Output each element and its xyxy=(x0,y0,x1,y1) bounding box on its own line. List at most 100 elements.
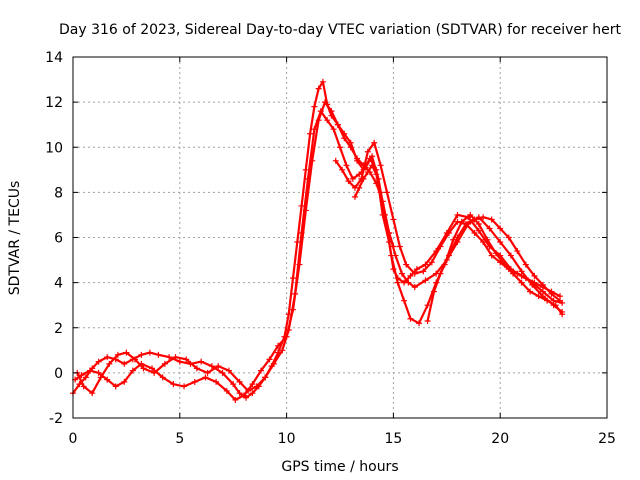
data-point xyxy=(121,360,128,367)
data-point xyxy=(411,284,418,291)
data-point xyxy=(249,381,256,388)
y-tick-label: 4 xyxy=(54,276,63,292)
y-tick-label: 6 xyxy=(54,231,63,247)
data-point xyxy=(95,369,102,376)
data-point xyxy=(87,367,94,374)
data-point xyxy=(388,252,395,259)
data-point xyxy=(544,297,551,304)
series-group xyxy=(70,78,566,403)
data-point xyxy=(170,381,177,388)
grid-lines xyxy=(73,57,607,418)
data-point xyxy=(437,270,444,277)
data-point xyxy=(232,396,239,403)
data-point xyxy=(401,297,408,304)
data-point xyxy=(471,229,478,236)
data-point xyxy=(492,250,499,257)
data-point xyxy=(317,108,324,115)
data-point xyxy=(334,121,341,128)
data-point xyxy=(129,367,136,374)
data-point xyxy=(240,392,247,399)
data-point xyxy=(302,166,309,173)
data-point xyxy=(257,367,264,374)
data-point xyxy=(377,162,384,169)
data-point xyxy=(97,374,104,381)
x-tick-label: 10 xyxy=(278,431,296,447)
data-point xyxy=(548,290,555,297)
data-point xyxy=(236,378,243,385)
data-point xyxy=(390,243,397,250)
data-point xyxy=(390,216,397,223)
data-point xyxy=(341,135,348,142)
data-point xyxy=(80,383,87,390)
data-point xyxy=(445,229,452,236)
y-tick-label: 8 xyxy=(54,185,63,201)
chart-title: Day 316 of 2023, Sidereal Day-to-day VTE… xyxy=(59,22,621,38)
data-point xyxy=(262,374,269,381)
data-point xyxy=(539,281,546,288)
data-point xyxy=(514,248,521,255)
data-point xyxy=(89,390,96,397)
data-point xyxy=(480,239,487,246)
data-point xyxy=(270,360,277,367)
data-point xyxy=(356,171,363,178)
data-point xyxy=(364,169,371,176)
data-point xyxy=(112,383,119,390)
data-point xyxy=(275,342,282,349)
data-point xyxy=(294,239,301,246)
data-point xyxy=(557,297,564,304)
data-point xyxy=(354,155,361,162)
data-point xyxy=(349,175,356,182)
data-point xyxy=(215,363,222,370)
data-point xyxy=(304,175,311,182)
data-point xyxy=(223,387,230,394)
data-point xyxy=(298,202,305,209)
data-point xyxy=(345,178,352,185)
data-point xyxy=(347,144,354,151)
data-point xyxy=(369,162,376,169)
data-point xyxy=(422,261,429,268)
data-point xyxy=(398,270,405,277)
data-point xyxy=(514,270,521,277)
y-tick-label: -2 xyxy=(49,411,63,427)
data-point xyxy=(522,275,529,282)
data-point xyxy=(330,126,337,133)
data-point xyxy=(407,315,414,322)
data-point xyxy=(475,220,482,227)
data-point xyxy=(497,239,504,246)
data-point xyxy=(360,175,367,182)
y-tick-label: 2 xyxy=(54,321,63,337)
data-point xyxy=(319,78,326,85)
data-point xyxy=(531,272,538,279)
data-point xyxy=(290,275,297,282)
data-point xyxy=(146,349,153,356)
data-point xyxy=(181,383,188,390)
data-point xyxy=(535,293,542,300)
y-tick-label: 12 xyxy=(45,95,63,111)
data-point xyxy=(213,378,220,385)
data-point xyxy=(114,351,121,358)
data-point xyxy=(236,390,243,397)
y-tick-label: 0 xyxy=(54,366,63,382)
data-point xyxy=(202,374,209,381)
data-point xyxy=(405,279,412,286)
data-point xyxy=(454,211,461,218)
data-point xyxy=(307,130,314,137)
data-point xyxy=(518,279,525,286)
data-point xyxy=(324,117,331,124)
data-point xyxy=(249,390,256,397)
data-point xyxy=(266,356,273,363)
data-point xyxy=(518,268,525,275)
data-point xyxy=(413,266,420,273)
series-line xyxy=(334,141,562,298)
data-point xyxy=(161,360,168,367)
data-point xyxy=(488,216,495,223)
data-point xyxy=(396,243,403,250)
data-point xyxy=(420,268,427,275)
data-point xyxy=(507,252,514,259)
data-point xyxy=(411,270,418,277)
data-point xyxy=(292,290,299,297)
data-point xyxy=(172,354,179,361)
data-point xyxy=(106,360,113,367)
data-point xyxy=(225,367,232,374)
